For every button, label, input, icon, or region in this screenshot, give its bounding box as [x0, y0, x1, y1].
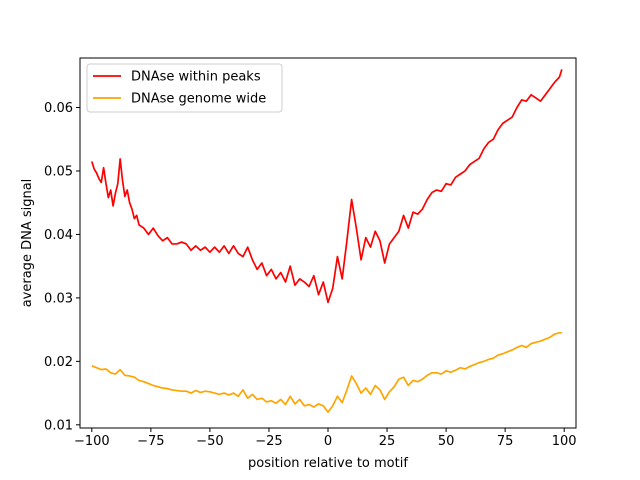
y-tick-label: 0.04 — [44, 228, 73, 243]
y-tick-label: 0.03 — [44, 291, 73, 306]
legend-label-within-peaks: DNAse within peaks — [131, 70, 261, 85]
x-axis-label: position relative to motif — [248, 456, 408, 471]
x-tick-label: −25 — [255, 434, 282, 449]
x-tick-label: 25 — [379, 434, 396, 449]
x-axis-ticks: −100 −75 −50 −25 0 25 50 75 100 — [74, 428, 577, 449]
x-tick-label: −100 — [74, 434, 110, 449]
x-tick-label: 50 — [438, 434, 455, 449]
series-layer — [90, 69, 563, 413]
series-line-1 — [91, 331, 562, 413]
y-axis-ticks: 0.01 0.02 0.03 0.04 0.05 0.06 — [44, 101, 80, 433]
legend-label-genome-wide: DNAse genome wide — [131, 92, 266, 107]
y-tick-label: 0.02 — [44, 355, 73, 370]
series-line-0 — [90, 69, 563, 304]
x-tick-label: −75 — [137, 434, 164, 449]
y-tick-label: 0.01 — [44, 418, 73, 433]
x-tick-label: 0 — [324, 434, 332, 449]
legend: DNAse within peaks DNAse genome wide — [86, 63, 283, 113]
y-axis-label: average DNA signal — [20, 179, 35, 308]
legend-box — [86, 63, 283, 113]
y-tick-label: 0.06 — [44, 101, 73, 116]
x-tick-label: 100 — [552, 434, 577, 449]
x-tick-label: 75 — [497, 434, 514, 449]
y-tick-label: 0.05 — [44, 164, 73, 179]
x-tick-label: −50 — [196, 434, 223, 449]
